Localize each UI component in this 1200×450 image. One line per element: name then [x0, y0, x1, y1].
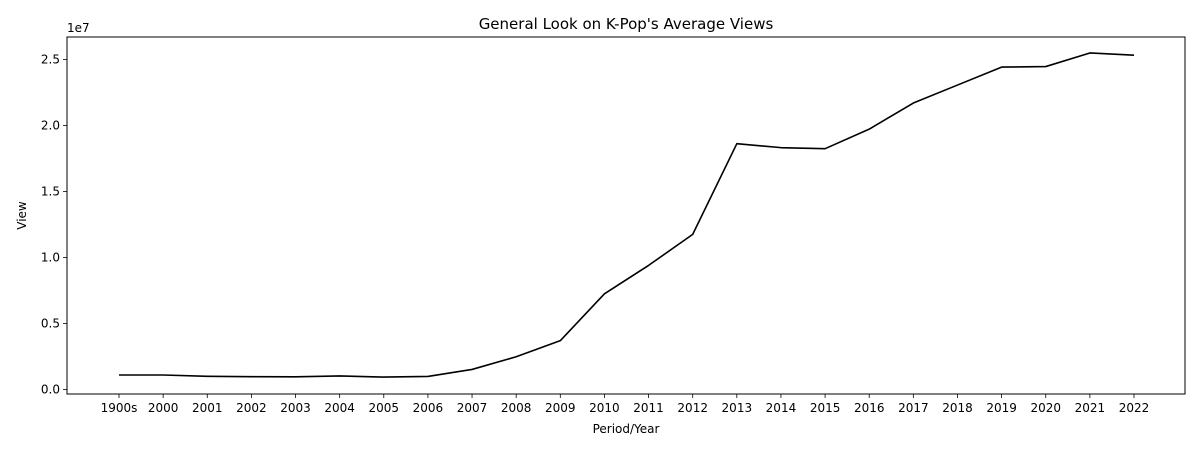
- x-tick-label: 1900s: [101, 401, 138, 415]
- y-tick-label: 1.0: [41, 250, 60, 264]
- x-tick-label: 2000: [148, 401, 179, 415]
- x-tick-label: 2022: [1119, 401, 1150, 415]
- x-tick-label: 2013: [722, 401, 753, 415]
- x-tick-label: 2009: [545, 401, 576, 415]
- y-tick-label: 0.5: [41, 316, 60, 330]
- plot-frame: [66, 36, 1186, 395]
- x-tick-label: 2003: [280, 401, 311, 415]
- x-tick-label: 2007: [457, 401, 488, 415]
- x-tick-label: 2019: [986, 401, 1017, 415]
- x-tick-label: 2012: [677, 401, 708, 415]
- x-tick-label: 2017: [898, 401, 929, 415]
- y-offset-label: 1e7: [67, 21, 90, 35]
- x-tick-label: 2010: [589, 401, 620, 415]
- y-axis-label: View: [15, 201, 29, 230]
- series-line: [119, 52, 1135, 378]
- x-tick-label: 2008: [501, 401, 532, 415]
- axis-ticks: 1900s 2000 2001 2002 2003 2004 2005 2006 2007 200…: [41, 52, 1149, 415]
- x-tick-label: 2002: [236, 401, 267, 415]
- x-tick-label: 2018: [942, 401, 973, 415]
- x-tick-label: 2011: [633, 401, 664, 415]
- series-group: [119, 52, 1135, 378]
- x-tick-label: 2014: [766, 401, 797, 415]
- y-tick-label: 2.5: [41, 52, 60, 66]
- x-tick-label: 2001: [192, 401, 223, 415]
- x-tick-label: 2020: [1030, 401, 1061, 415]
- x-tick-label: 2021: [1075, 401, 1106, 415]
- y-tick-label: 2.0: [41, 118, 60, 132]
- x-axis-label: Period/Year: [593, 422, 660, 436]
- y-tick-label: 1.5: [41, 184, 60, 198]
- y-tick-label: 0.0: [41, 383, 60, 397]
- x-tick-label: 2005: [369, 401, 400, 415]
- x-tick-label: 2015: [810, 401, 841, 415]
- x-tick-label: 2004: [324, 401, 355, 415]
- x-tick-label: 2006: [413, 401, 444, 415]
- chart-title: General Look on K-Pop's Average Views: [479, 15, 774, 33]
- x-tick-label: 2016: [854, 401, 885, 415]
